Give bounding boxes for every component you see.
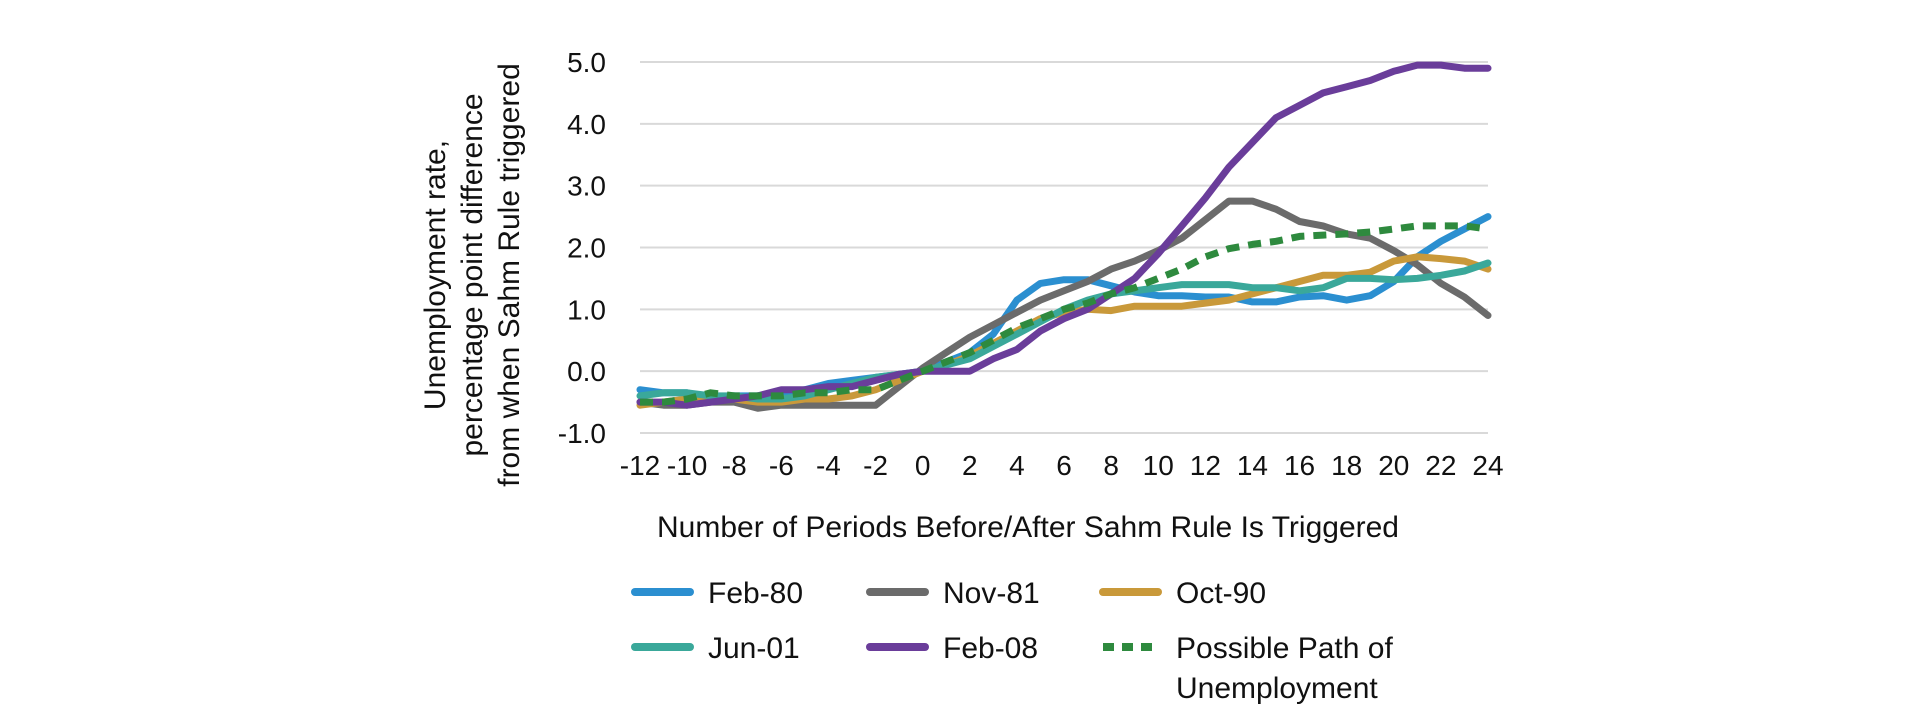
legend-label: Oct-90 [1176, 577, 1266, 610]
legend: Feb-80 Nov-81 Oct-90 Jun-01 Feb-08 Possible P… [631, 577, 1393, 705]
y-tick-label: 5.0 [567, 47, 606, 78]
x-tick-label: -2 [863, 450, 888, 481]
x-tick-label: -12 [620, 450, 660, 481]
x-tick-label: 0 [915, 450, 931, 481]
legend-label: Possible Path of [1176, 632, 1393, 665]
y-tick-label: 1.0 [567, 294, 606, 325]
x-tick-label: 16 [1284, 450, 1315, 481]
x-tick-label: 24 [1472, 450, 1503, 481]
series-line-feb-08 [636, 61, 1492, 409]
x-tick-label: 20 [1378, 450, 1409, 481]
x-tick-label: 10 [1143, 450, 1174, 481]
legend-label: Feb-08 [943, 632, 1038, 665]
y-axis-title-line-2: percentage point difference [456, 93, 489, 456]
x-tick-label: 12 [1190, 450, 1221, 481]
x-tick-label: -10 [667, 450, 707, 481]
x-tick-label: -6 [769, 450, 794, 481]
x-tick-label: 6 [1056, 450, 1072, 481]
series-line-possible-path-of-unemployment [640, 222, 1489, 406]
x-tick-label: 18 [1331, 450, 1362, 481]
legend-label: Feb-80 [708, 577, 803, 610]
x-tick-label: -4 [816, 450, 841, 481]
gridlines [640, 61, 1488, 434]
y-tick-label: 2.0 [567, 233, 606, 264]
x-tick-label: -8 [722, 450, 747, 481]
series-lines [636, 61, 1492, 412]
x-tick-label: 4 [1009, 450, 1025, 481]
y-axis-title-line-3: from when Sahm Rule triggered [493, 63, 526, 487]
y-tick-label: -1.0 [558, 418, 606, 449]
x-tick-label: 2 [962, 450, 978, 481]
x-axis-title: Number of Periods Before/After Sahm Rule… [657, 511, 1399, 544]
y-axis-title-line-1: Unemployment rate, [419, 140, 452, 410]
x-tick-label: 14 [1237, 450, 1268, 481]
y-tick-label: 3.0 [567, 171, 606, 202]
legend-label: Jun-01 [708, 632, 800, 665]
x-tick-label: 22 [1425, 450, 1456, 481]
legend-label: Unemployment [1176, 672, 1378, 705]
x-tick-label: 8 [1103, 450, 1119, 481]
y-tick-label: 0.0 [567, 356, 606, 387]
y-tick-labels: -1.0 0.0 1.0 2.0 3.0 4.0 5.0 [558, 47, 606, 449]
y-tick-label: 4.0 [567, 109, 606, 140]
x-tick-labels: -12 -10 -8 -6 -4 -2 0 2 4 6 8 10 12 14 16 18 20 22 24 [620, 450, 1504, 481]
legend-label: Nov-81 [943, 577, 1040, 610]
series-line-jun-01 [636, 259, 1492, 403]
